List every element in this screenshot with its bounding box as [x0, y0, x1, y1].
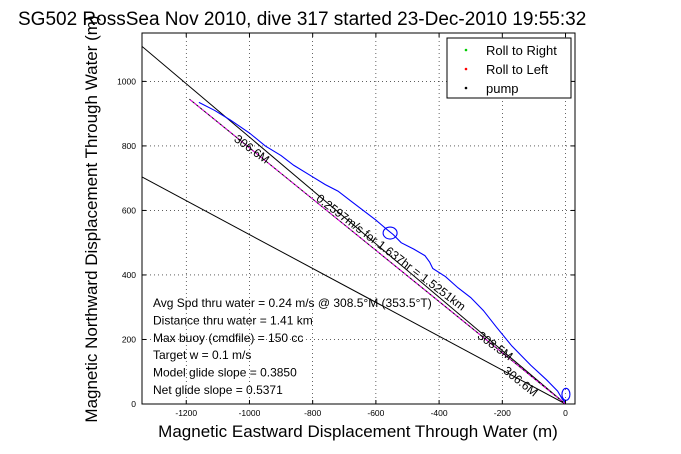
x-tick-label: -800: [304, 408, 321, 418]
axes-box: [141, 32, 576, 405]
legend-label-pump: pump: [486, 81, 519, 96]
track-line: [198, 101, 566, 403]
stats-block: Avg Spd thru water = 0.24 m/s @ 308.5°M …: [153, 296, 432, 397]
legend-marker-pump: [464, 86, 468, 90]
y-tick-label: 600: [122, 205, 136, 215]
x-tick-label: -400: [431, 408, 448, 418]
legend-box: [446, 37, 572, 99]
y-tick-label: 200: [122, 334, 136, 344]
x-tick-label: -600: [367, 408, 384, 418]
y-tick-label: 800: [122, 141, 136, 151]
target-line: [189, 98, 566, 404]
stats-line: Model glide slope = 0.3850: [153, 366, 297, 380]
track-loop: [382, 226, 398, 240]
legend-marker-roll-right: [464, 48, 468, 52]
x-tick-label: 0: [563, 408, 568, 418]
x-axis-label: Magnetic Eastward Displacement Through W…: [158, 422, 558, 441]
y-axis-label: Magnetic Northward Displacement Through …: [82, 15, 101, 422]
legend-marker-roll-left: [464, 67, 468, 71]
guide-line: [142, 45, 566, 404]
chart-title: SG502 RossSea Nov 2010, dive 317 started…: [18, 9, 586, 30]
y-tick-label: 0: [131, 399, 136, 409]
x-tick-label: -1000: [239, 408, 261, 418]
stats-line: Net glide slope = 0.5371: [153, 383, 283, 397]
stats-line: Avg Spd thru water = 0.24 m/s @ 308.5°M …: [153, 296, 432, 310]
stats-line: Distance thru water = 1.41 km: [153, 313, 313, 327]
x-tick-label: -1200: [175, 408, 197, 418]
legend-label-roll-left: Roll to Left: [486, 62, 549, 77]
stats-line: Target w = 0.1 m/s: [153, 348, 251, 362]
y-tick-label: 1000: [117, 76, 136, 86]
stats-line: Max buoy (cmdfile) = 150 cc: [153, 331, 303, 345]
legend: Roll to Right Roll to Left pump: [446, 37, 572, 99]
ticks: -1200 -1000 -800 -600 -400 -200 0 0 200 400 600 800…: [117, 33, 575, 418]
guide-line: [142, 176, 566, 404]
y-tick-label: 400: [122, 270, 136, 280]
legend-label-roll-right: Roll to Right: [486, 43, 557, 58]
x-tick-label: -200: [494, 408, 511, 418]
